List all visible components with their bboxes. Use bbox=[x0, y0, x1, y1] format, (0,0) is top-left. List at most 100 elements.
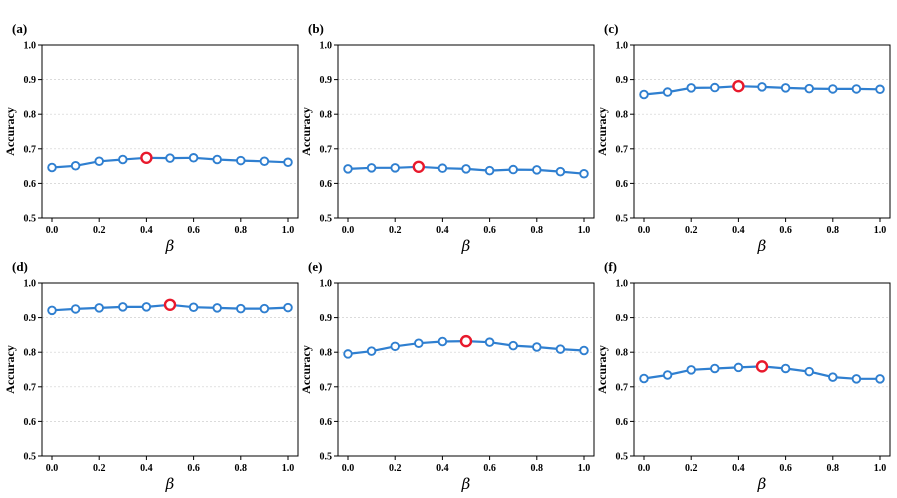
data-point bbox=[508, 340, 518, 351]
data-point bbox=[484, 165, 495, 176]
data-point bbox=[710, 82, 720, 93]
data-point bbox=[579, 168, 589, 179]
x-tick-label: 1.0 bbox=[578, 463, 591, 474]
y-tick-label: 0.6 bbox=[24, 417, 37, 428]
y-tick-label: 0.6 bbox=[616, 417, 629, 428]
best-point-marker bbox=[459, 334, 473, 348]
data-point bbox=[390, 341, 400, 352]
best-point-marker bbox=[732, 79, 745, 93]
x-tick-label: 0.0 bbox=[46, 463, 59, 474]
data-point bbox=[283, 302, 293, 313]
y-tick-label: 0.5 bbox=[320, 214, 333, 225]
y-tick-label: 0.7 bbox=[320, 144, 333, 155]
y-tick-label: 1.0 bbox=[320, 41, 333, 52]
data-point bbox=[343, 349, 353, 359]
data-point bbox=[259, 156, 270, 167]
x-tick-label: 1.0 bbox=[578, 225, 591, 236]
data-point bbox=[165, 153, 175, 163]
data-point bbox=[662, 87, 673, 97]
chart-panel-2: (b) 0.5 0.6 0.7 0.8 0.9 1.0 0.0 0.2 0.4 0.6 0.8 1.0 A… bbox=[299, 21, 595, 255]
data-point bbox=[390, 163, 400, 173]
chart-panel-6: (f) 0.5 0.6 0.7 0.8 0.9 1.0 0.0 0.2 0.4 0.6 0.8 1.0 A… bbox=[595, 259, 891, 493]
data-point bbox=[283, 157, 293, 168]
data-point bbox=[686, 83, 696, 93]
data-point bbox=[259, 303, 270, 314]
x-tick-label: 0.2 bbox=[685, 225, 698, 236]
x-axis-label: β bbox=[165, 237, 175, 255]
chart-panel-4: (d) 0.5 0.6 0.7 0.8 0.9 1.0 0.0 0.2 0.4 0.6 0.8 1.0 A… bbox=[3, 259, 299, 493]
x-tick-label: 0.0 bbox=[342, 463, 355, 474]
x-tick-label: 0.6 bbox=[483, 463, 496, 474]
y-axis-label: Accuracy bbox=[595, 345, 609, 394]
x-axis-label: β bbox=[757, 475, 767, 493]
x-tick-label: 0.8 bbox=[235, 225, 248, 236]
y-axis-label: Accuracy bbox=[299, 107, 313, 156]
data-point bbox=[662, 370, 673, 380]
data-point bbox=[875, 84, 885, 95]
y-tick-label: 0.9 bbox=[616, 75, 629, 86]
y-tick-label: 0.6 bbox=[320, 179, 333, 190]
y-tick-label: 0.5 bbox=[616, 452, 629, 463]
y-tick-label: 0.5 bbox=[320, 452, 333, 463]
y-tick-label: 0.8 bbox=[320, 110, 333, 121]
y-tick-label: 0.9 bbox=[616, 313, 629, 324]
chart-panel-3: (c) 0.5 0.6 0.7 0.8 0.9 1.0 0.0 0.2 0.4 0.6 0.8 1.0 A… bbox=[595, 21, 891, 255]
plot-frame bbox=[337, 44, 595, 219]
panel-label: (f) bbox=[604, 259, 617, 274]
y-tick-label: 1.0 bbox=[24, 41, 37, 52]
data-point bbox=[366, 163, 377, 173]
x-tick-label: 0.0 bbox=[638, 225, 651, 236]
y-tick-label: 0.9 bbox=[320, 75, 333, 86]
best-point-marker bbox=[140, 151, 153, 164]
y-tick-label: 1.0 bbox=[320, 279, 333, 290]
x-tick-label: 0.2 bbox=[93, 463, 106, 474]
y-tick-label: 0.8 bbox=[616, 348, 629, 359]
y-tick-label: 0.8 bbox=[616, 110, 629, 121]
y-tick-label: 0.7 bbox=[616, 382, 629, 393]
x-tick-label: 0.4 bbox=[140, 463, 153, 474]
y-tick-label: 1.0 bbox=[616, 41, 629, 52]
x-tick-label: 0.8 bbox=[827, 463, 840, 474]
x-tick-label: 1.0 bbox=[282, 225, 295, 236]
data-point bbox=[757, 82, 767, 92]
x-tick-label: 0.0 bbox=[46, 225, 59, 236]
y-tick-label: 0.7 bbox=[616, 144, 629, 155]
data-point bbox=[118, 302, 128, 312]
data-point bbox=[555, 344, 566, 354]
data-point bbox=[236, 303, 246, 314]
y-tick-label: 1.0 bbox=[616, 279, 629, 290]
x-tick-label: 1.0 bbox=[282, 463, 295, 474]
x-tick-label: 0.0 bbox=[638, 463, 651, 474]
y-tick-label: 0.9 bbox=[24, 313, 37, 324]
data-point bbox=[639, 89, 649, 100]
data-point bbox=[94, 303, 104, 313]
data-point bbox=[828, 372, 838, 382]
y-tick-label: 0.7 bbox=[320, 382, 333, 393]
x-axis-label: β bbox=[757, 237, 767, 255]
data-point bbox=[555, 166, 566, 177]
y-axis-label: Accuracy bbox=[595, 107, 609, 156]
data-point bbox=[118, 154, 128, 165]
chart-panel-5: (e) 0.5 0.6 0.7 0.8 0.9 1.0 0.0 0.2 0.4 0.6 0.8 1.0 A… bbox=[299, 259, 595, 493]
data-point bbox=[70, 304, 81, 314]
data-point bbox=[437, 336, 448, 347]
data-point bbox=[70, 161, 81, 171]
x-tick-label: 0.2 bbox=[93, 225, 106, 236]
x-tick-label: 0.4 bbox=[140, 225, 153, 236]
data-point bbox=[47, 305, 57, 316]
chart-panel-1: (a) 0.5 0.6 0.7 0.8 0.9 1.0 0.0 0.2 0.4 0.6 0.8 1.0 A… bbox=[3, 21, 299, 255]
y-tick-label: 0.7 bbox=[24, 144, 37, 155]
y-tick-label: 0.8 bbox=[24, 110, 37, 121]
panel-label: (a) bbox=[12, 21, 27, 36]
x-tick-label: 0.0 bbox=[342, 225, 355, 236]
data-point bbox=[851, 84, 862, 94]
data-point bbox=[212, 154, 222, 165]
x-tick-label: 0.6 bbox=[187, 225, 200, 236]
x-tick-label: 0.8 bbox=[531, 463, 544, 474]
best-point-marker bbox=[755, 360, 769, 373]
x-tick-label: 0.8 bbox=[827, 225, 840, 236]
y-tick-label: 0.9 bbox=[320, 313, 333, 324]
data-point bbox=[851, 374, 862, 384]
best-point-marker bbox=[163, 298, 177, 311]
